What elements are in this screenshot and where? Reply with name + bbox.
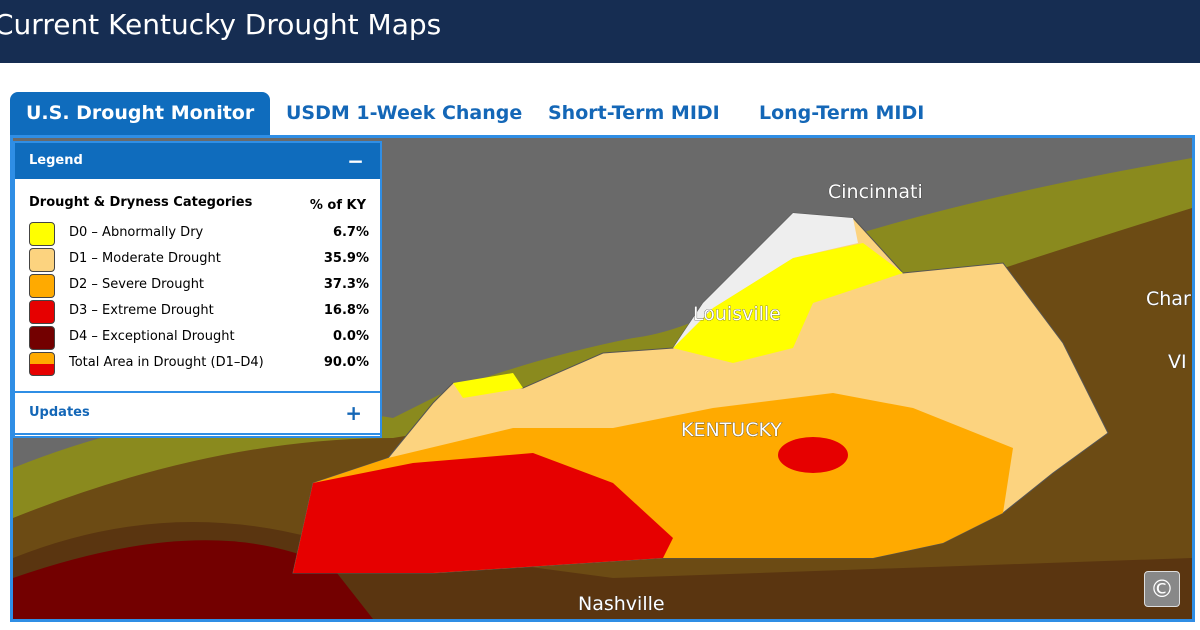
tab[interactable]: Long-Term MIDI (759, 102, 925, 124)
updates-label: Updates (29, 405, 90, 420)
legend-label: D0 – Abnormally Dry (69, 225, 204, 240)
map-label: Nashville (578, 593, 665, 615)
legend-column: % of KY (309, 198, 366, 213)
legend-heading: Drought & Dryness Categories (29, 195, 253, 210)
page-title: Current Kentucky Drought Maps (0, 8, 442, 41)
legend-title: Legend (29, 153, 83, 168)
legend-label: Total Area in Drought (D1–D4) (69, 355, 264, 370)
copyright-button[interactable]: © (1144, 571, 1180, 607)
map-label: KENTUCKY (681, 419, 782, 441)
legend-row: D3 – Extreme Drought 16.8% (29, 299, 369, 324)
legend-label: D3 – Extreme Drought (69, 303, 214, 318)
legend-panel: Legend − Drought & Dryness Categories % o… (13, 141, 382, 438)
legend-value: 16.8% (323, 303, 369, 318)
legend-row: D2 – Severe Drought 37.3% (29, 273, 369, 298)
legend-row: D0 – Abnormally Dry 6.7% (29, 221, 369, 246)
legend-swatch (29, 222, 55, 246)
map-label: Cincinnati (828, 181, 923, 203)
updates-bar[interactable]: Updates + (15, 391, 380, 435)
legend-row: Total Area in Drought (D1–D4) 90.0% (29, 351, 369, 376)
legend-swatch (29, 300, 55, 324)
map-frame: Cincinnati Louisville KENTUCKY Nashville Cha… (10, 135, 1195, 622)
legend-label: D1 – Moderate Drought (69, 251, 221, 266)
legend-value: 6.7% (332, 225, 369, 240)
expand-button[interactable]: + (345, 401, 362, 425)
legend-swatch (29, 274, 55, 298)
map-label: VI (1168, 351, 1187, 373)
map-label: Louisville (693, 303, 781, 325)
header: Current Kentucky Drought Maps (0, 0, 1200, 63)
legend-value: 35.9% (323, 251, 369, 266)
map-label: Char (1146, 288, 1191, 310)
legend-swatch (29, 352, 55, 376)
legend-row: D1 – Moderate Drought 35.9% (29, 247, 369, 272)
legend-swatch (29, 326, 55, 350)
legend-row: D4 – Exceptional Drought 0.0% (29, 325, 369, 350)
legend-header[interactable]: Legend − (15, 143, 380, 179)
tab[interactable]: USDM 1-Week Change (286, 102, 523, 124)
legend-swatch (29, 248, 55, 272)
collapse-button[interactable]: − (347, 149, 364, 173)
legend-value: 90.0% (323, 355, 369, 370)
legend-value: 37.3% (323, 277, 369, 292)
tab[interactable]: U.S. Drought Monitor (10, 92, 271, 135)
legend-value: 0.0% (332, 329, 369, 344)
legend-label: D4 – Exceptional Drought (69, 329, 235, 344)
legend-label: D2 – Severe Drought (69, 277, 205, 292)
tab[interactable]: Short-Term MIDI (548, 102, 720, 124)
